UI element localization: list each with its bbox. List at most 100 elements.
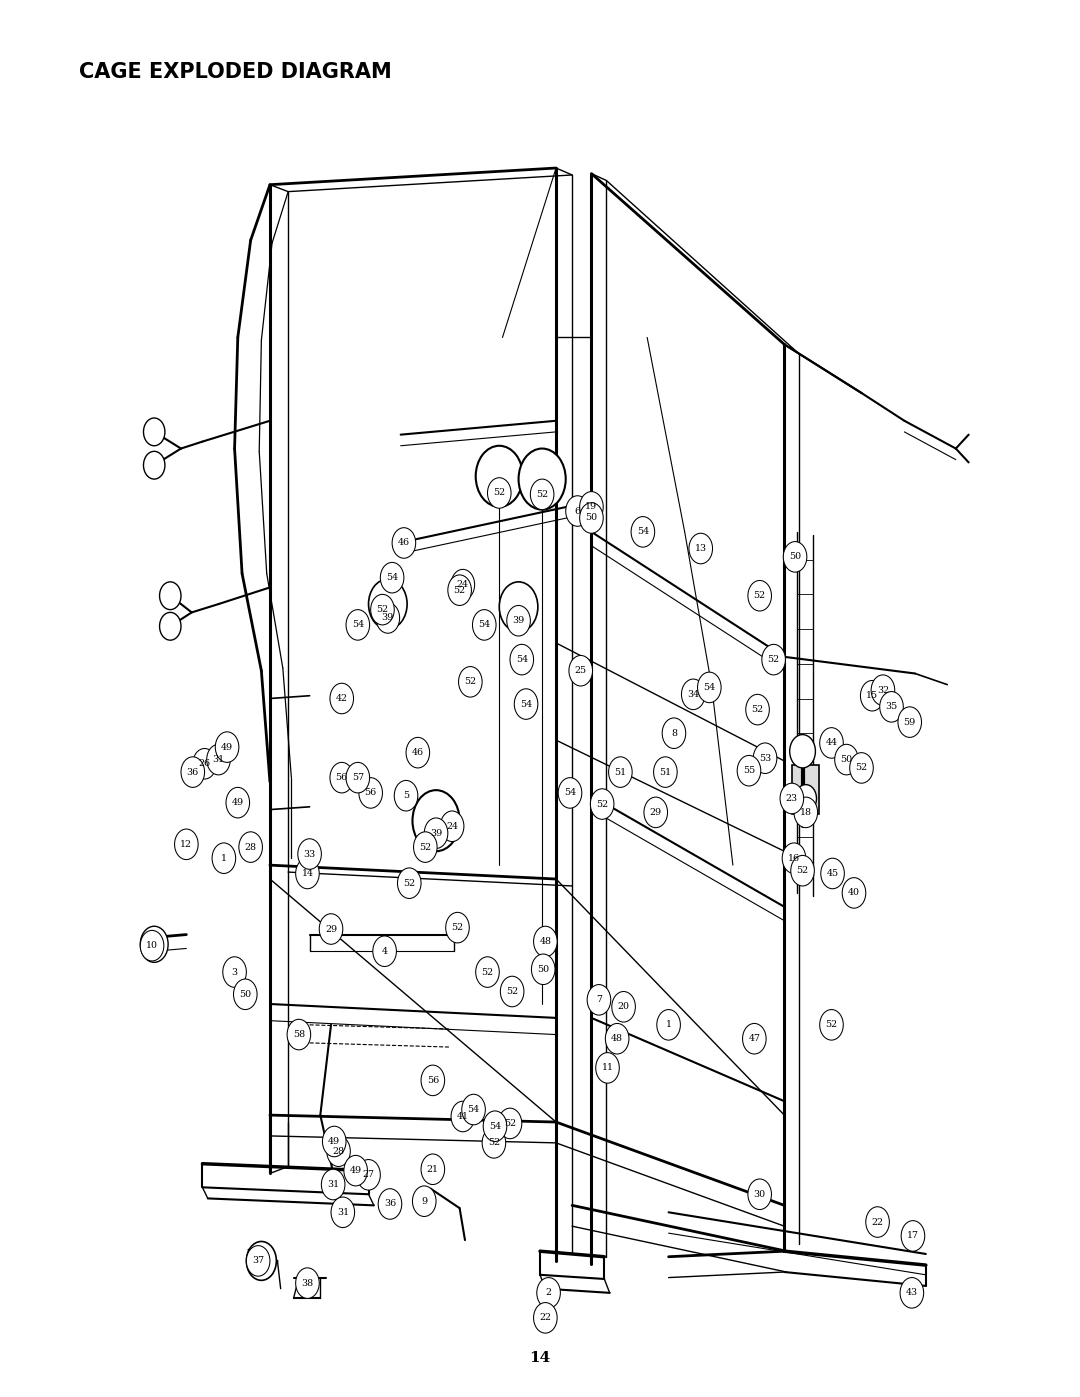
Circle shape xyxy=(580,503,604,534)
Text: 29: 29 xyxy=(325,925,337,933)
Circle shape xyxy=(421,1154,445,1185)
Circle shape xyxy=(753,743,777,774)
Circle shape xyxy=(746,694,769,725)
Circle shape xyxy=(140,930,164,961)
Circle shape xyxy=(531,954,555,985)
Circle shape xyxy=(343,1155,367,1186)
Text: 59: 59 xyxy=(904,718,916,726)
Circle shape xyxy=(414,831,437,862)
Text: 49: 49 xyxy=(328,1137,340,1146)
Circle shape xyxy=(580,492,604,522)
Circle shape xyxy=(534,1302,557,1333)
Circle shape xyxy=(900,1278,923,1308)
Text: 54: 54 xyxy=(386,573,399,583)
Text: 40: 40 xyxy=(848,888,860,897)
Text: 38: 38 xyxy=(301,1278,313,1288)
Text: 31: 31 xyxy=(337,1208,349,1217)
Circle shape xyxy=(246,1242,276,1281)
Circle shape xyxy=(144,451,165,479)
Circle shape xyxy=(181,757,204,788)
Circle shape xyxy=(296,1268,320,1298)
Text: 30: 30 xyxy=(754,1190,766,1199)
Text: 43: 43 xyxy=(906,1288,918,1298)
Text: 50: 50 xyxy=(789,552,801,562)
Circle shape xyxy=(359,778,382,809)
Text: 50: 50 xyxy=(537,965,550,974)
Text: 16: 16 xyxy=(788,854,800,863)
Circle shape xyxy=(239,831,262,862)
Circle shape xyxy=(330,683,353,714)
Text: 7: 7 xyxy=(596,995,602,1004)
Circle shape xyxy=(462,1094,485,1125)
Circle shape xyxy=(376,602,400,633)
Circle shape xyxy=(296,858,320,888)
Circle shape xyxy=(820,728,843,759)
Circle shape xyxy=(378,1189,402,1220)
Text: 44: 44 xyxy=(825,739,837,747)
Circle shape xyxy=(657,1010,680,1041)
Circle shape xyxy=(140,926,168,963)
Text: 52: 52 xyxy=(464,678,476,686)
Circle shape xyxy=(322,1169,345,1200)
Circle shape xyxy=(356,1160,380,1190)
Circle shape xyxy=(681,679,705,710)
Text: 52: 52 xyxy=(454,585,465,595)
Text: 52: 52 xyxy=(419,842,431,852)
Circle shape xyxy=(346,763,369,793)
Text: 26: 26 xyxy=(199,759,211,768)
Circle shape xyxy=(215,732,239,763)
Text: 27: 27 xyxy=(363,1171,375,1179)
Circle shape xyxy=(738,756,760,787)
Text: 10: 10 xyxy=(146,942,158,950)
Circle shape xyxy=(160,583,181,609)
Circle shape xyxy=(872,675,894,705)
Circle shape xyxy=(821,858,845,888)
Circle shape xyxy=(441,812,464,841)
Circle shape xyxy=(569,655,593,686)
Circle shape xyxy=(332,1197,354,1228)
Text: 45: 45 xyxy=(826,869,839,877)
Circle shape xyxy=(795,785,816,813)
Circle shape xyxy=(780,784,804,814)
Text: 57: 57 xyxy=(352,773,364,782)
Text: 53: 53 xyxy=(759,754,771,763)
Circle shape xyxy=(448,576,471,605)
Text: 19: 19 xyxy=(585,503,597,511)
Circle shape xyxy=(866,1207,889,1238)
Text: 36: 36 xyxy=(187,767,199,777)
Text: 20: 20 xyxy=(618,1002,630,1011)
Circle shape xyxy=(193,749,216,780)
Text: 13: 13 xyxy=(694,543,706,553)
Circle shape xyxy=(482,1127,505,1158)
Text: 51: 51 xyxy=(615,767,626,777)
Circle shape xyxy=(783,542,807,573)
Circle shape xyxy=(537,1278,561,1308)
Circle shape xyxy=(794,798,818,827)
Circle shape xyxy=(298,838,322,869)
Text: 52: 52 xyxy=(768,655,780,664)
Text: 49: 49 xyxy=(350,1166,362,1175)
Text: 52: 52 xyxy=(796,866,809,875)
Text: 22: 22 xyxy=(872,1218,883,1227)
Circle shape xyxy=(791,855,814,886)
Text: 3: 3 xyxy=(231,968,238,977)
Text: 37: 37 xyxy=(252,1256,265,1266)
Text: 21: 21 xyxy=(427,1165,438,1173)
Circle shape xyxy=(394,781,418,812)
Circle shape xyxy=(596,1052,619,1083)
Text: 56: 56 xyxy=(336,773,348,782)
Circle shape xyxy=(507,605,530,636)
Text: 23: 23 xyxy=(786,793,798,803)
Text: 39: 39 xyxy=(430,828,442,838)
Text: 17: 17 xyxy=(907,1231,919,1241)
Circle shape xyxy=(861,680,885,711)
Text: 8: 8 xyxy=(671,729,677,738)
Circle shape xyxy=(459,666,482,697)
Text: 15: 15 xyxy=(866,692,878,700)
Circle shape xyxy=(901,1221,924,1252)
Text: 32: 32 xyxy=(877,686,889,694)
Circle shape xyxy=(748,1179,771,1210)
Circle shape xyxy=(233,979,257,1010)
Text: 31: 31 xyxy=(327,1180,339,1189)
Text: 54: 54 xyxy=(489,1122,501,1130)
